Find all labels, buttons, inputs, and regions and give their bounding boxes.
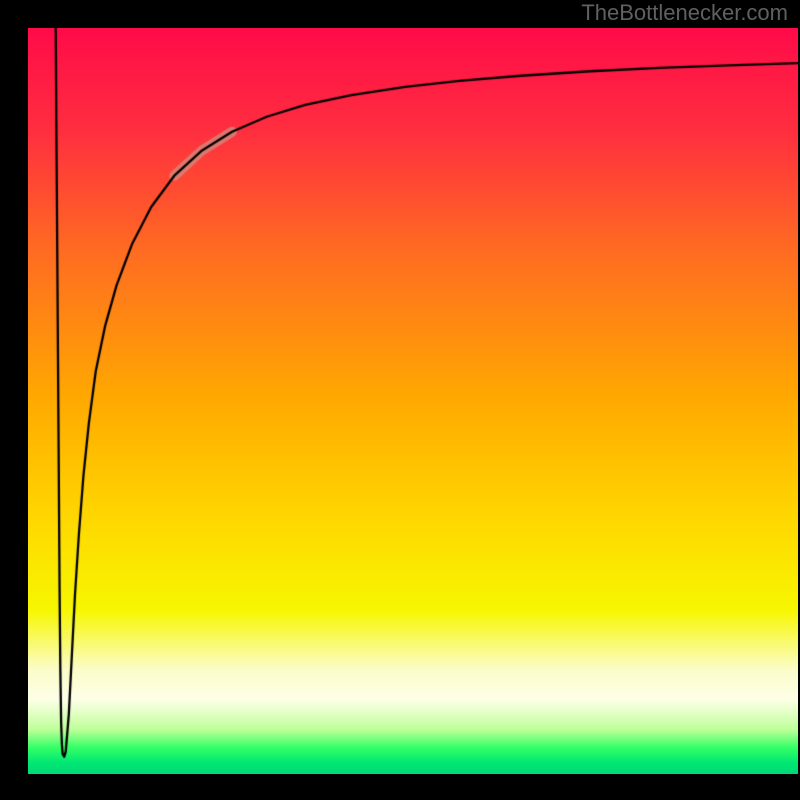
bottleneck-curve-chart xyxy=(28,28,798,774)
chart-container xyxy=(28,28,798,774)
watermark-text: TheBottlenecker.com xyxy=(581,0,788,26)
